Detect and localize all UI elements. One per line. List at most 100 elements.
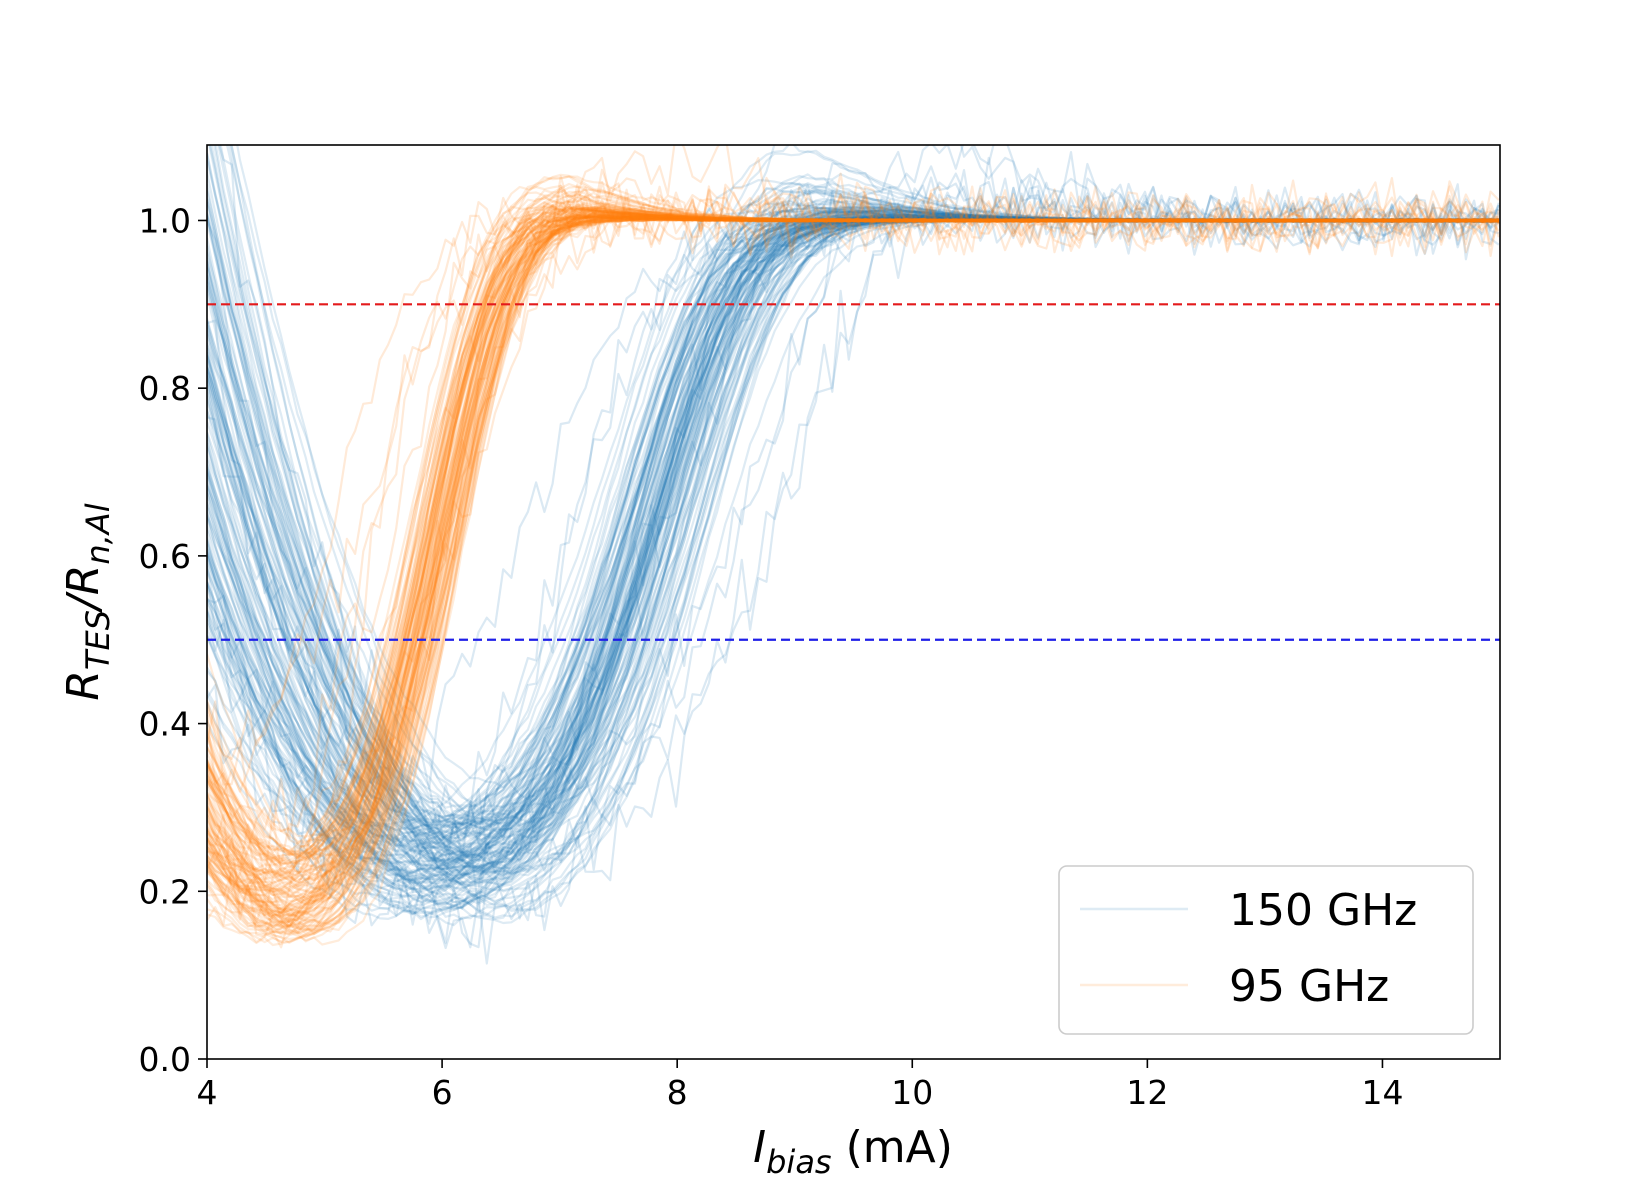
x-axis-title: Ibias (mA)	[753, 1122, 953, 1181]
trace-line	[207, 216, 1499, 866]
legend-95ghz-label: 95 GHz	[1229, 961, 1389, 1012]
trace-line	[207, 205, 1499, 872]
trace-line	[207, 208, 1499, 921]
trace-line	[207, 202, 1499, 832]
trace-line	[207, 214, 1499, 926]
trace-line	[207, 150, 1500, 884]
trace-line	[207, 204, 1499, 926]
trace-line	[207, 183, 1499, 845]
trace-line	[207, 214, 1499, 943]
trace-line	[207, 217, 1499, 904]
trace-line	[207, 215, 1499, 936]
trace-line	[207, 216, 1499, 893]
trace-line	[207, 183, 1500, 949]
trace-line	[207, 217, 1499, 860]
trace-line	[207, 216, 1499, 877]
trace-line	[207, 205, 1499, 883]
trace-line	[207, 184, 1500, 862]
trace-line	[207, 218, 1500, 882]
trace-line	[207, 217, 1499, 857]
trace-line	[207, 196, 1499, 893]
trace-line	[207, 217, 1499, 826]
trace-line	[207, 217, 1499, 885]
trace-line	[210, 145, 1499, 854]
trace-line	[207, 208, 1499, 876]
x-tick-label: 8	[667, 1073, 688, 1112]
trace-line	[207, 213, 1500, 850]
trace-line	[213, 145, 1499, 859]
trace-line	[207, 217, 1499, 935]
trace-line	[207, 209, 1499, 861]
trace-line	[207, 185, 1500, 895]
y-axis: 0.0 0.2 0.4 0.6 0.8 1.0	[139, 201, 207, 1079]
trace-line	[207, 182, 1499, 917]
trace-line	[207, 218, 1499, 870]
trace-line	[207, 216, 1499, 809]
trace-line	[207, 196, 1499, 932]
trace-line	[207, 213, 1499, 848]
trace-line	[207, 198, 1499, 910]
trace-line	[207, 214, 1499, 878]
x-tick-label: 14	[1361, 1073, 1403, 1112]
x-tick-label: 4	[197, 1073, 218, 1112]
trace-line	[207, 217, 1499, 846]
trace-line	[207, 213, 1499, 852]
trace-line	[207, 209, 1500, 837]
trace-line	[207, 182, 1499, 944]
trace-line	[207, 215, 1499, 877]
trace-line	[207, 213, 1499, 892]
trace-line	[207, 185, 1499, 883]
y-axis-title: RTES/Rn,Al	[58, 503, 117, 700]
trace-line	[207, 188, 1499, 840]
trace-line	[207, 217, 1499, 878]
trace-line	[207, 211, 1499, 918]
trace-line	[207, 216, 1499, 942]
y-tick-label: 0.2	[139, 872, 191, 911]
trace-line	[218, 145, 1500, 912]
trace-line	[207, 145, 1500, 878]
trace-line	[207, 191, 1499, 849]
trace-line	[207, 217, 1499, 842]
trace-line	[207, 217, 1499, 871]
trace-line	[207, 216, 1499, 842]
trace-line	[207, 206, 1499, 915]
trace-line	[207, 206, 1499, 880]
trace-line	[207, 213, 1499, 869]
trace-line	[207, 214, 1500, 936]
trace-line	[230, 145, 1499, 874]
trace-line	[207, 153, 1499, 865]
trace-line	[207, 217, 1499, 882]
trace-line	[207, 206, 1499, 892]
trace-line	[207, 215, 1499, 853]
trace-line	[207, 217, 1499, 874]
trace-line	[214, 145, 1499, 827]
trace-line	[207, 204, 1499, 899]
trace-line	[207, 207, 1499, 868]
trace-line	[207, 181, 1500, 938]
trace-line	[207, 190, 1499, 914]
trace-line	[207, 216, 1499, 919]
trace-line	[207, 214, 1499, 925]
trace-line	[207, 214, 1499, 886]
trace-line	[207, 212, 1499, 918]
trace-line	[207, 216, 1499, 941]
trace-line	[207, 216, 1499, 830]
trace-line	[207, 185, 1500, 796]
trace-line	[208, 145, 1499, 876]
trace-line	[207, 210, 1499, 839]
trace-line	[207, 217, 1499, 866]
trace-line	[207, 209, 1499, 892]
series-150ghz-traces	[207, 145, 1500, 965]
trace-line	[207, 216, 1499, 881]
x-tick-label: 6	[432, 1073, 453, 1112]
trace-line	[207, 175, 1499, 917]
trace-line	[207, 214, 1499, 865]
legend-box	[1058, 865, 1474, 1035]
trace-line	[207, 187, 1499, 839]
trace-line	[207, 217, 1499, 876]
trace-line	[207, 217, 1499, 860]
trace-line	[207, 197, 1499, 849]
trace-line	[207, 205, 1499, 907]
trace-line	[207, 216, 1499, 897]
trace-line	[207, 145, 1500, 927]
